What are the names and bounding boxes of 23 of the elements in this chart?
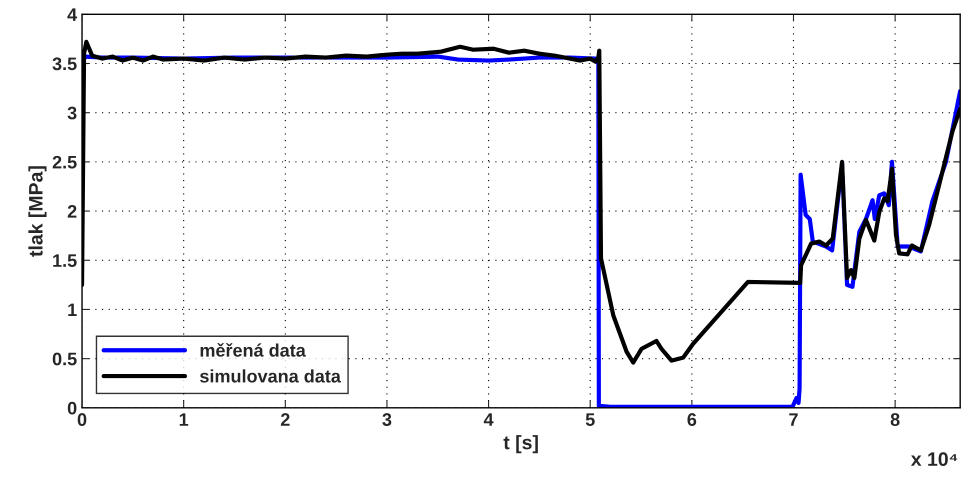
y-tick-label: 4 — [67, 8, 78, 21]
x-tick-label: 0 — [78, 413, 86, 426]
x-tick-label: 6 — [687, 413, 696, 426]
y-tick-label: 0.5 — [52, 352, 77, 366]
y-tick-label: 1.5 — [53, 254, 77, 267]
x-tick-label: 2 — [280, 413, 290, 426]
text: x 10⁴ — [910, 452, 958, 466]
x-tick-label: 5 — [586, 413, 595, 426]
y-tick-label: 2.5 — [52, 156, 77, 169]
x-tick-label: 7 — [789, 413, 798, 426]
y-tick-label: 3 — [68, 106, 77, 120]
y-tick-label: 0 — [68, 402, 76, 415]
x-axis-title: t [s] — [504, 435, 538, 454]
legend-label: měřená data — [200, 343, 306, 357]
legend-label: simulovana data — [200, 369, 341, 383]
x-tick-label: 3 — [382, 413, 392, 426]
x-tick-label: 1 — [180, 413, 188, 426]
y-tick-label: 3.5 — [52, 57, 77, 70]
y-axis-title: tlak [MPa] — [28, 166, 47, 257]
x-tick-label: 8 — [890, 413, 900, 426]
y-tick-label: 1 — [68, 304, 77, 316]
x-tick-label: 4 — [484, 413, 494, 426]
y-tick-label: 2 — [68, 205, 76, 218]
